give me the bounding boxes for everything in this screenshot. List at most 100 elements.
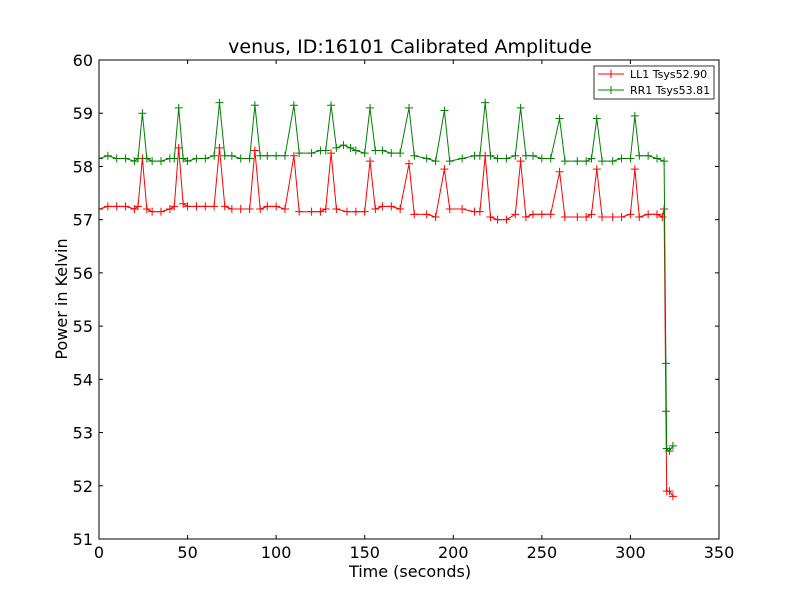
series-point-1 [339, 141, 348, 150]
series-point-1 [537, 154, 546, 163]
series-point-1 [307, 149, 316, 158]
x-tick-label: 50 [177, 543, 197, 562]
series-point-1 [220, 151, 229, 160]
x-tick-label: 350 [704, 543, 735, 562]
series-point-1 [422, 154, 431, 163]
series-point-0 [360, 207, 369, 216]
series-point-0 [295, 207, 304, 216]
series-point-0 [560, 213, 569, 222]
series-point-1 [263, 151, 272, 160]
series-point-1 [665, 447, 674, 456]
series-point-0 [157, 207, 165, 216]
series-point-0 [396, 205, 405, 214]
y-tick-label: 51 [73, 530, 93, 549]
series-point-0 [121, 202, 130, 211]
series-point-1 [653, 154, 661, 163]
x-axis-title: Time (seconds) [348, 562, 471, 581]
series-point-1 [486, 151, 495, 160]
series-point-1 [546, 154, 555, 163]
series-point-0 [475, 207, 484, 216]
series-point-0 [587, 210, 596, 219]
x-tick-label: 150 [349, 543, 380, 562]
series-point-0 [321, 205, 330, 214]
series-point-0 [250, 146, 259, 155]
series-point-1 [133, 154, 142, 163]
legend: LL1 Tsys52.90 RR1 Tsys53.81 [593, 65, 715, 100]
series-point-1 [431, 157, 440, 166]
y-tick-label: 57 [73, 211, 93, 230]
series-point-0 [351, 207, 360, 216]
series-point-1 [405, 103, 413, 112]
x-tick-label: 100 [261, 543, 292, 562]
series-point-1 [502, 154, 511, 163]
x-tick-label: 0 [94, 543, 104, 562]
series-point-0 [573, 213, 582, 222]
series-point-1 [142, 154, 151, 163]
series-line-0 [99, 147, 674, 497]
series-point-0 [256, 205, 265, 214]
series-point-1 [521, 151, 530, 160]
series-point-1 [360, 149, 369, 158]
series-point-1 [573, 157, 582, 166]
series-point-0 [668, 492, 677, 501]
series-point-1 [626, 154, 635, 163]
series-point-1 [366, 103, 375, 112]
y-tick-label: 55 [73, 317, 93, 336]
series-point-0 [263, 202, 272, 211]
y-tick-label: 60 [73, 51, 93, 70]
series-point-1 [617, 154, 626, 163]
series-point-1 [121, 154, 130, 163]
series-point-1 [481, 98, 490, 107]
plot-area [99, 98, 677, 501]
series-point-0 [521, 213, 530, 222]
legend-marker-ll1 [607, 70, 615, 78]
series-point-1 [630, 111, 639, 120]
series-point-1 [660, 157, 669, 166]
series-point-0 [665, 487, 674, 496]
series-point-0 [174, 143, 183, 152]
series-point-0 [405, 159, 413, 168]
series-point-1 [103, 151, 112, 160]
x-tick-label: 250 [527, 543, 558, 562]
y-tick-label: 56 [73, 264, 93, 283]
series-point-1 [587, 154, 596, 163]
series-point-1 [516, 103, 525, 112]
series-point-1 [245, 154, 254, 163]
series-point-1 [644, 151, 653, 160]
legend-label-ll1: LL1 Tsys52.90 [630, 68, 707, 81]
series-point-0 [582, 213, 591, 222]
series-point-1 [378, 146, 387, 155]
series-point-0 [410, 210, 419, 219]
series-point-1 [256, 151, 265, 160]
series-point-1 [227, 151, 236, 160]
series-point-1 [157, 157, 165, 166]
legend-frame [593, 65, 715, 100]
series-point-0 [516, 157, 525, 166]
series-point-0 [529, 210, 537, 219]
series-point-1 [236, 154, 245, 163]
series-point-1 [289, 101, 298, 110]
series-point-0 [537, 210, 546, 219]
series-point-0 [289, 151, 298, 160]
series-point-0 [210, 202, 219, 211]
series-point-0 [165, 205, 174, 214]
series-point-1 [493, 154, 502, 163]
series-point-1 [210, 151, 219, 160]
y-tick-label: 59 [73, 104, 93, 123]
chart-title: venus, ID:16101 Calibrated Amplitude [228, 36, 592, 58]
series-point-0 [493, 215, 502, 224]
series-point-0 [272, 202, 281, 211]
series-point-1 [608, 157, 617, 166]
series-point-0 [635, 213, 644, 222]
x-tick-label: 300 [615, 543, 646, 562]
series-point-0 [327, 149, 336, 158]
series-point-0 [630, 165, 639, 174]
series-point-0 [183, 202, 192, 211]
series-point-1 [371, 146, 380, 155]
series-point-0 [653, 210, 661, 219]
series-point-1 [138, 109, 147, 118]
series-point-0 [644, 210, 653, 219]
series-point-0 [440, 165, 449, 174]
series-point-1 [179, 154, 188, 163]
series-point-1 [192, 154, 201, 163]
